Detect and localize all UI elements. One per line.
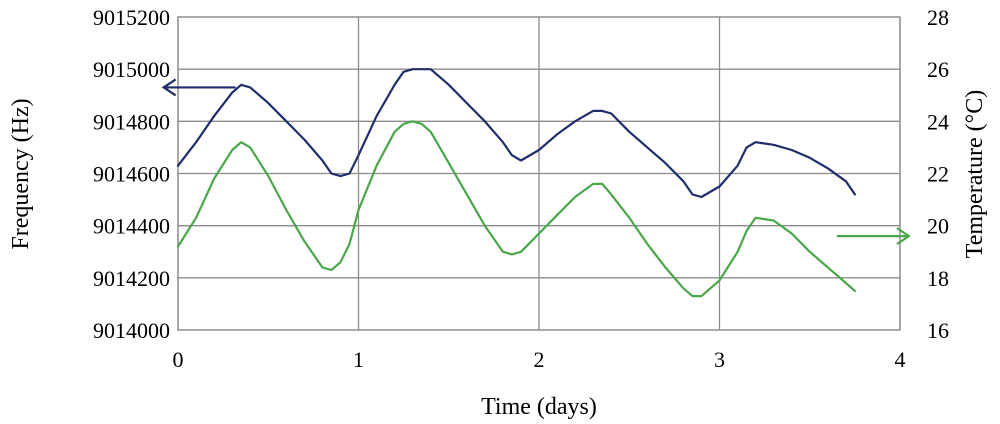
left-y-tick-label: 9014600 <box>93 162 170 187</box>
temperature-series-line <box>176 120 857 298</box>
x-tick-label: 2 <box>534 347 545 372</box>
x-tick-label: 3 <box>714 347 725 372</box>
right-y-tick-label: 28 <box>927 5 949 30</box>
x-tick-label: 1 <box>353 347 364 372</box>
right-axis-arrow-icon <box>836 227 911 246</box>
plot-frame <box>177 16 901 331</box>
left-y-axis-title: Frequency (Hz) <box>8 98 34 249</box>
right-y-tick-label: 16 <box>927 318 949 343</box>
right-y-tick-label: 24 <box>927 109 949 134</box>
x-tick-label: 0 <box>173 347 184 372</box>
left-y-tick-label: 9014200 <box>93 266 170 291</box>
right-y-tick-label: 18 <box>927 266 949 291</box>
right-y-axis-title: Temperature (°C) <box>962 90 988 259</box>
frequency-series-line <box>176 68 857 199</box>
annotation-layer <box>161 78 911 246</box>
series-layer <box>176 68 857 298</box>
right-y-tick-label: 22 <box>927 162 949 187</box>
x-tick-label: 4 <box>895 347 906 372</box>
left-y-tick-label: 9014800 <box>93 109 170 134</box>
grid-lines <box>177 16 901 331</box>
right-y-tick-label: 20 <box>927 214 949 239</box>
left-y-tick-label: 9014400 <box>93 214 170 239</box>
x-axis-title: Time (days) <box>481 394 597 420</box>
left-y-tick-label: 9015000 <box>93 57 170 82</box>
left-y-tick-label: 9014000 <box>93 318 170 343</box>
tick-labels: 9014000 9014200 9014400 9014600 9014800 90150… <box>93 5 949 372</box>
left-y-tick-label: 9015200 <box>93 5 170 30</box>
left-axis-arrow-icon <box>161 78 236 97</box>
right-y-tick-label: 26 <box>927 57 949 82</box>
